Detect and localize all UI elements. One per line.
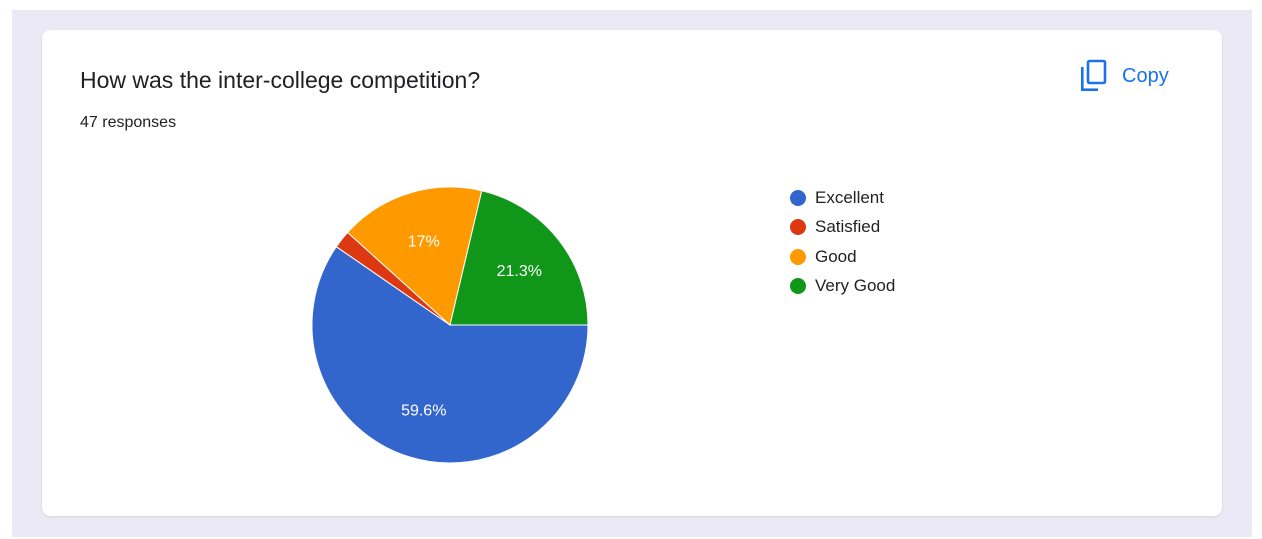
legend-item[interactable]: Excellent [790, 183, 895, 213]
pie-data-label: 17% [408, 234, 440, 251]
question-title: How was the inter-college competition? [80, 67, 481, 93]
copy-button[interactable]: Copy [1078, 59, 1169, 93]
pie-data-label: 21.3% [497, 263, 542, 280]
response-count: 47 responses [80, 114, 177, 131]
legend-label: Excellent [815, 187, 884, 207]
pie-data-label: 59.6% [401, 402, 446, 419]
legend-swatch [790, 278, 806, 295]
legend-item[interactable]: Satisfied [790, 213, 895, 243]
legend-item[interactable]: Very Good [790, 272, 895, 302]
pie-chart: 59.6% 17% 21.3% [311, 186, 589, 464]
legend-swatch [790, 189, 806, 206]
legend-label: Satisfied [815, 217, 881, 237]
pie-slice-good[interactable] [346, 186, 483, 326]
legend-swatch [790, 248, 806, 265]
copy-label: Copy [1122, 64, 1169, 87]
copy-icon [1081, 59, 1107, 91]
pie-slice-excellent[interactable] [311, 246, 589, 464]
chart-legend: Excellent Satisfied Good Very Good [790, 183, 895, 301]
legend-swatch [790, 219, 806, 236]
question-summary-card: How was the inter-college competition? 4… [42, 30, 1222, 516]
legend-item[interactable]: Good [790, 242, 895, 272]
pie-slice-very-good[interactable] [449, 190, 589, 326]
legend-label: Very Good [815, 276, 896, 296]
legend-label: Good [815, 246, 857, 266]
